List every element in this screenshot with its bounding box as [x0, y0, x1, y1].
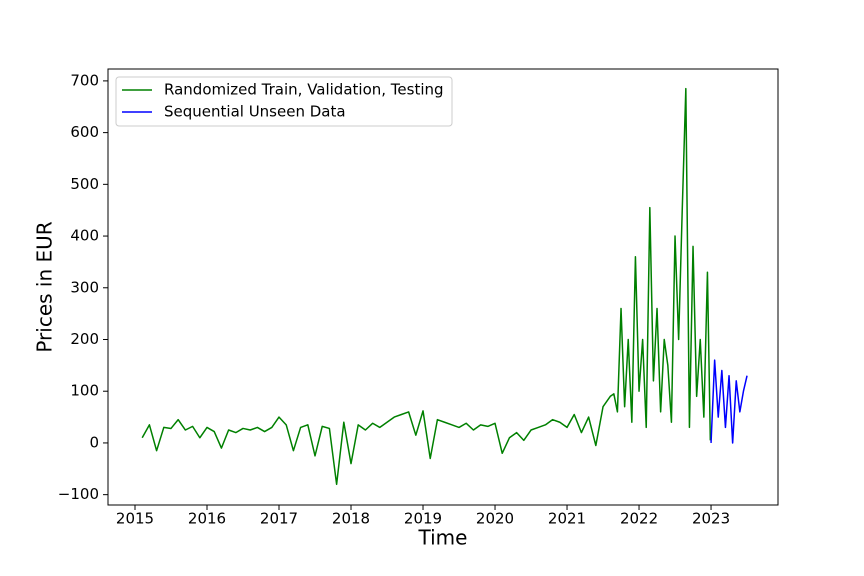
y-axis-title: Prices in EUR	[33, 221, 57, 352]
x-tick-label: 2015	[116, 510, 154, 528]
x-tick-label: 2016	[188, 510, 226, 528]
x-tick-label: 2021	[548, 510, 586, 528]
y-tick-label: 400	[70, 227, 99, 245]
y-tick-label: 0	[89, 433, 99, 451]
x-tick-label: 2022	[620, 510, 658, 528]
y-tick-label: −100	[58, 485, 99, 503]
y-tick-label: 700	[70, 71, 99, 89]
y-tick-label: 600	[70, 123, 99, 141]
x-tick-label: 2019	[404, 510, 442, 528]
legend-frame	[115, 76, 453, 127]
y-tick-label: 200	[70, 330, 99, 348]
x-tick-label: 2017	[260, 510, 298, 528]
legend-label: Sequential Unseen Data	[164, 103, 346, 121]
y-tick-label: 100	[70, 382, 99, 400]
y-tick-label: 300	[70, 278, 99, 296]
series-line	[141, 87, 712, 486]
legend: Randomized Train, Validation, Testing Seq…	[115, 76, 453, 127]
x-tick-label: 2020	[476, 510, 514, 528]
x-axis-title: Time	[418, 526, 468, 550]
plot-frame	[107, 68, 779, 506]
series-line	[710, 359, 748, 444]
x-tick-label: 2018	[332, 510, 370, 528]
x-tick-label: 2023	[692, 510, 730, 528]
legend-label: Randomized Train, Validation, Testing	[164, 81, 444, 99]
y-tick-label: 500	[70, 175, 99, 193]
